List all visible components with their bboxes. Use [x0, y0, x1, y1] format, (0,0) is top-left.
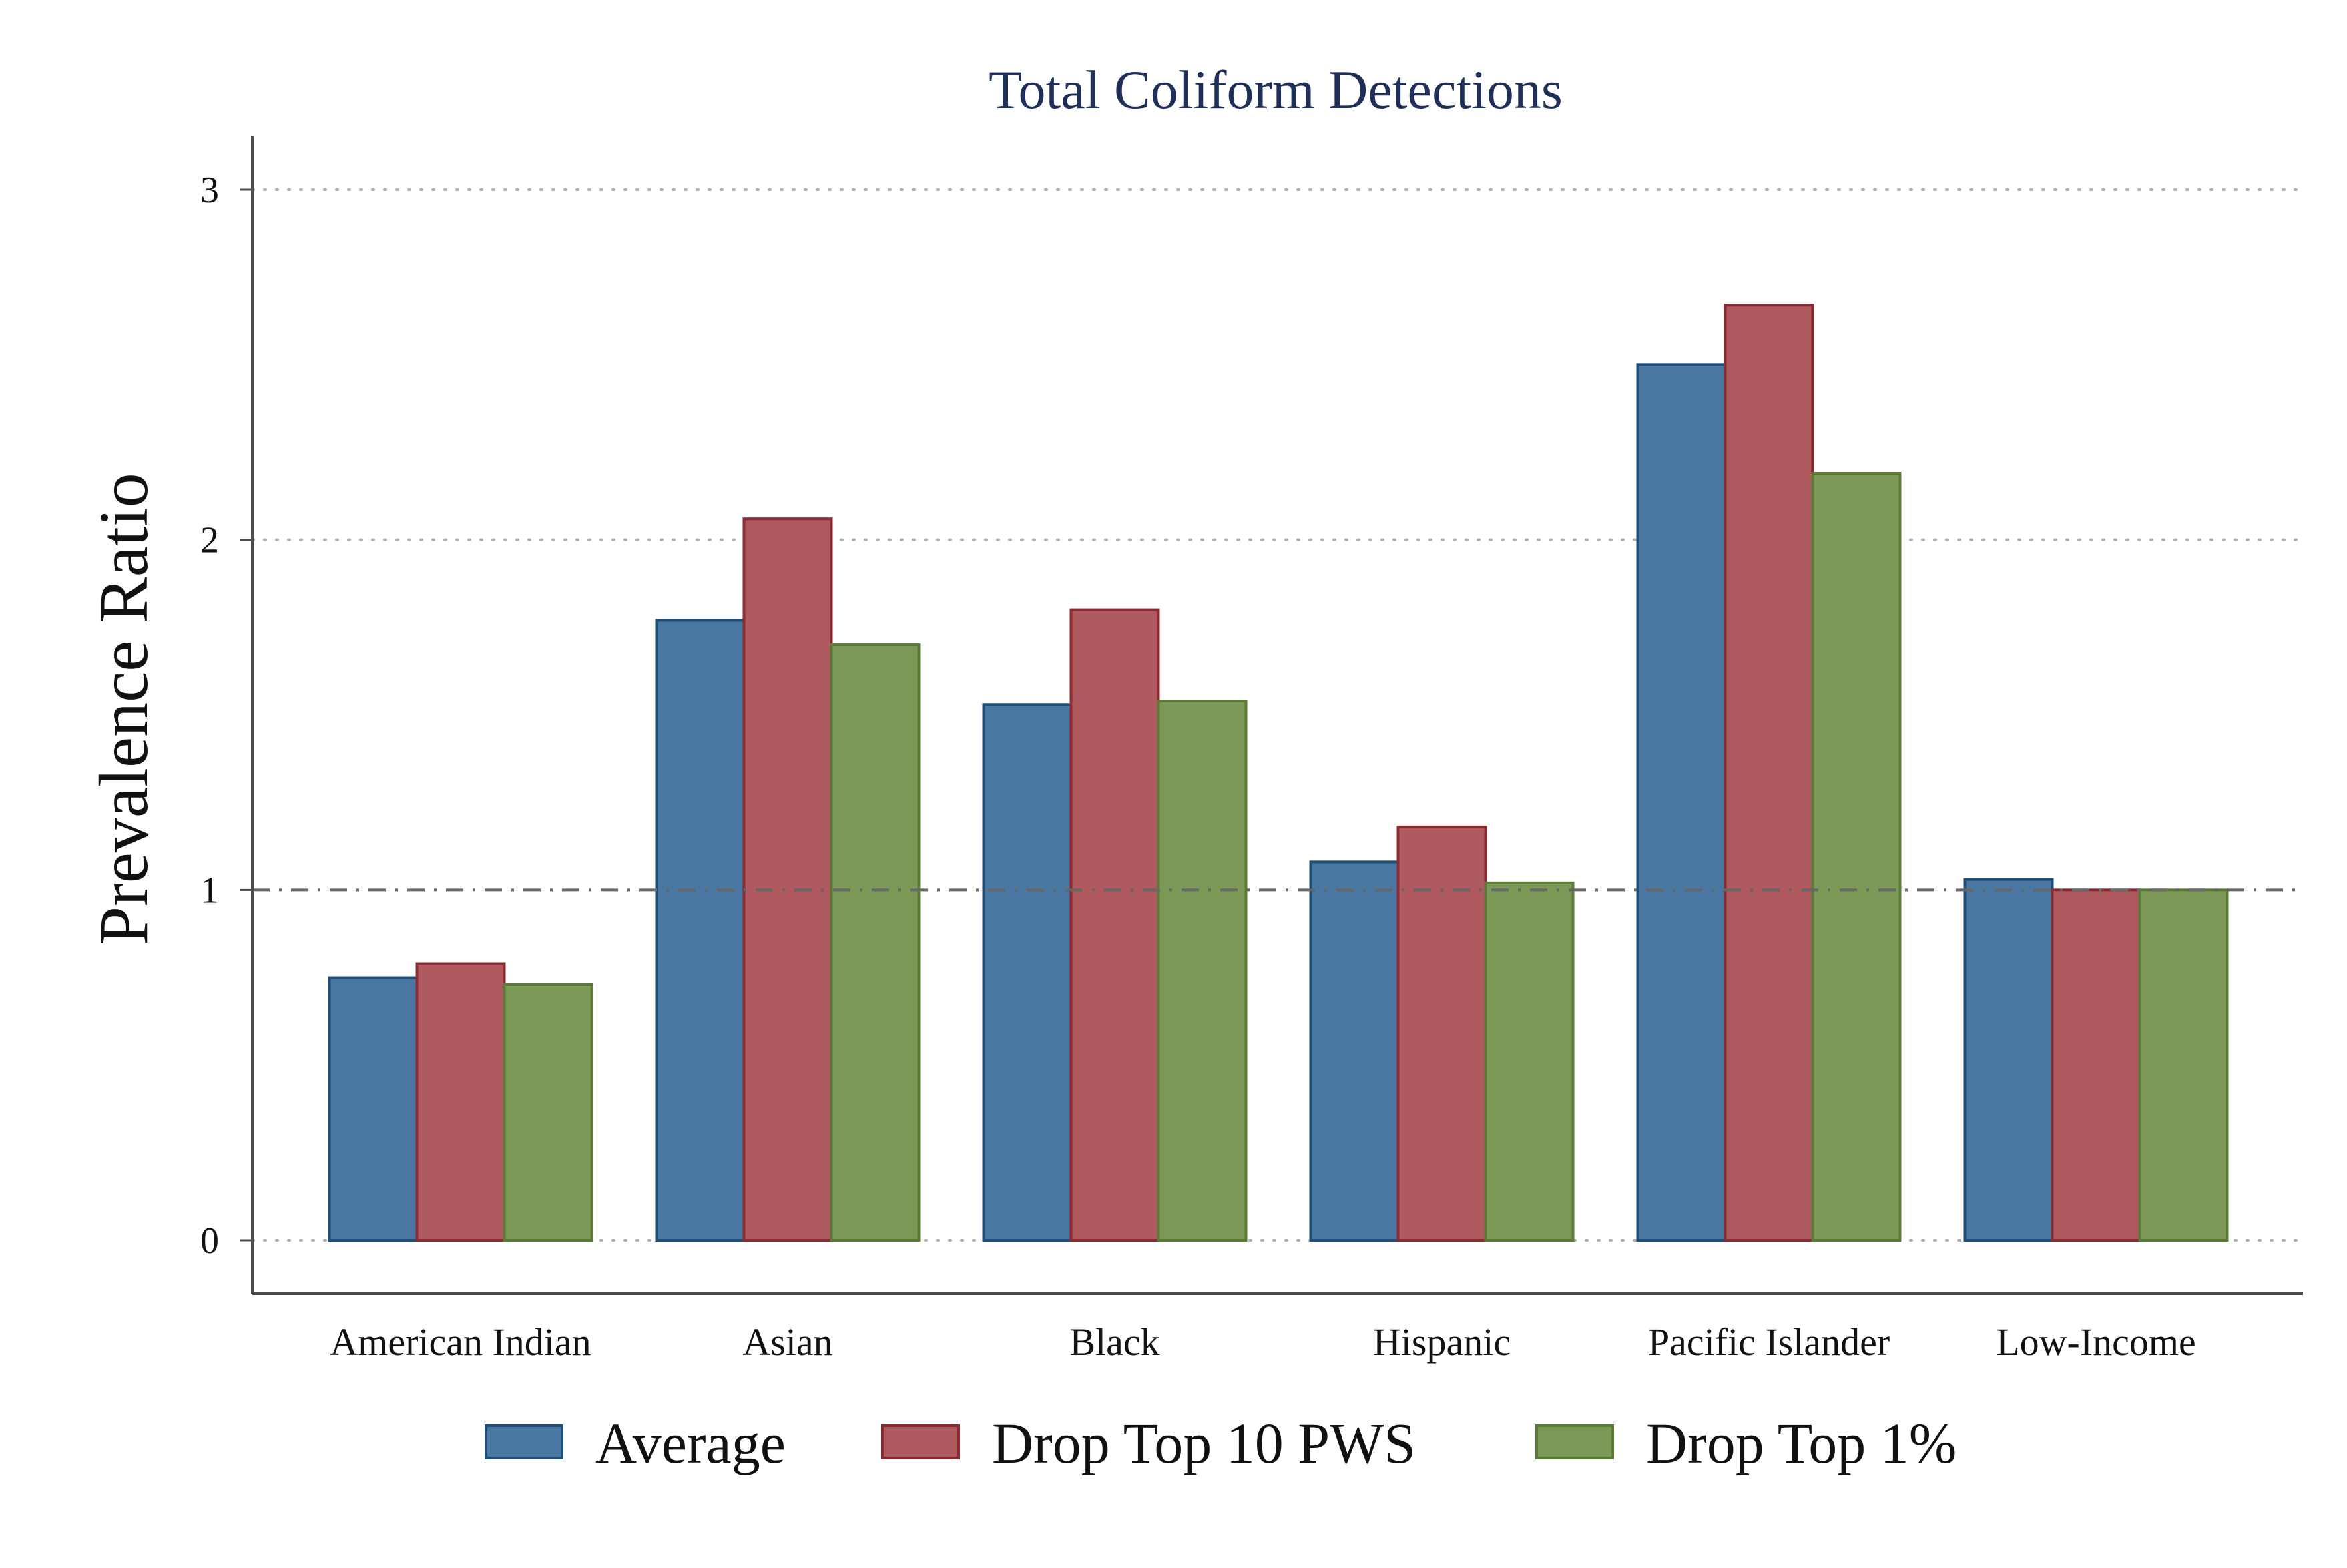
x-tick-label: American Indian	[330, 1320, 591, 1364]
bar-drop-top-1--asian	[830, 643, 921, 1242]
x-tick-label: Pacific Islander	[1648, 1320, 1890, 1364]
y-tick-label: 3	[200, 170, 219, 211]
x-tick-labels: American Indian Asian Black Hispanic Pacific…	[330, 1320, 2195, 1364]
legend-label: Drop Top 10 PWS	[992, 1411, 1416, 1475]
bar-drop-top-10-pws-asian	[742, 517, 833, 1242]
bar-drop-top-1--pacific-islander	[1811, 471, 1902, 1242]
bar-drop-top-10-pws-black	[1069, 608, 1160, 1242]
bar-drop-top-1--american-indian	[503, 983, 593, 1242]
bar-drop-top-10-pws-pacific-islander	[1724, 304, 1814, 1242]
bars	[328, 304, 2229, 1242]
y-tick-labels: 0 1 2 3	[200, 170, 219, 1262]
legend-label: Drop Top 1%	[1646, 1411, 1957, 1475]
bar-average-low-income	[1963, 878, 2054, 1242]
bar-drop-top-1--low-income	[2138, 888, 2229, 1242]
bar-average-asian	[655, 619, 746, 1242]
bar-drop-top-1--hispanic	[1484, 881, 1575, 1242]
y-axis-title: Prevalence Ratio	[85, 473, 162, 945]
x-tick-label: Black	[1069, 1320, 1159, 1364]
legend-swatch	[485, 1424, 563, 1459]
axes	[240, 136, 2303, 1295]
bar-drop-top-10-pws-american-indian	[415, 962, 506, 1242]
bar-drop-top-10-pws-low-income	[2051, 888, 2141, 1242]
x-tick-label: Hispanic	[1373, 1320, 1511, 1364]
gridlines	[251, 188, 2304, 1242]
y-tick-label: 0	[200, 1220, 219, 1262]
bar-average-black	[982, 703, 1073, 1242]
legend: Average Drop Top 10 PWS Drop Top 1%	[485, 1411, 1957, 1475]
legend-label: Average	[595, 1411, 786, 1475]
x-tick-label: Low-Income	[1996, 1320, 2196, 1364]
chart-title: Total Coliform Detections	[989, 59, 1563, 120]
y-tick-label: 2	[200, 520, 219, 561]
legend-swatch	[1535, 1424, 1614, 1459]
x-tick-label: Asian	[742, 1320, 832, 1364]
legend-swatch	[881, 1424, 960, 1459]
bar-average-pacific-islander	[1636, 363, 1727, 1242]
y-tick-label: 1	[200, 870, 219, 911]
bar-drop-top-1--black	[1157, 700, 1248, 1242]
bar-average-american-indian	[328, 976, 419, 1242]
bar-average-hispanic	[1309, 860, 1400, 1242]
